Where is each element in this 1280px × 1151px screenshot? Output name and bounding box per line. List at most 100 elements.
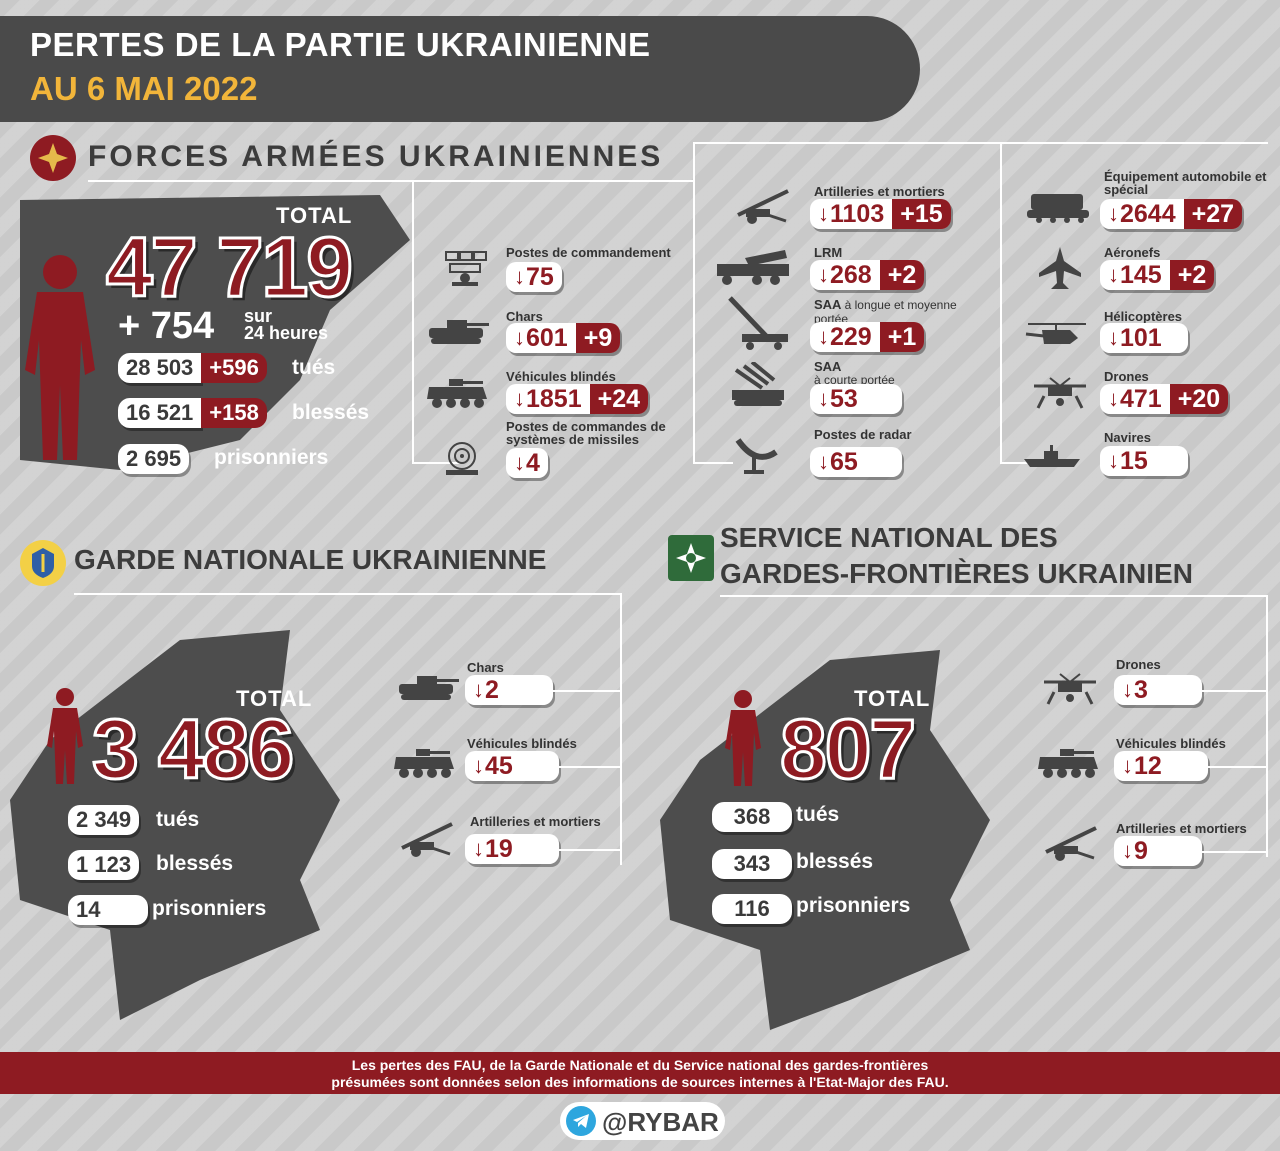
command-post-icon	[440, 250, 500, 286]
fau-day-sub1: sur	[244, 306, 273, 326]
fau-map-blob	[20, 195, 410, 470]
gn-eq-value: 45	[485, 751, 513, 780]
fau-eq-value-box: ↓ 53	[810, 384, 902, 414]
gn-eq-value: 2	[485, 675, 499, 704]
soldier-icon	[25, 255, 95, 460]
sb-eq-label: Véhicules blindés	[1116, 736, 1226, 751]
handle-text[interactable]: @RYBAR	[602, 1107, 719, 1137]
fau-eq-label-main: SAA	[814, 297, 841, 312]
gn-total-value: 3 486	[90, 702, 295, 796]
fau-eq-value: 1851	[526, 384, 582, 413]
sb-vline	[1266, 595, 1268, 857]
fau-col1-hline	[412, 462, 462, 464]
sb-eq-value-box: ↓ 12	[1114, 751, 1208, 781]
fau-prisoners-value: 2 695	[118, 444, 190, 474]
sb-eq-value: 12	[1134, 751, 1162, 780]
long-range-sam-icon	[722, 296, 788, 350]
fau-eq-change: +1	[879, 322, 925, 352]
sb-map-blob	[660, 650, 990, 1030]
gn-eq-value-box: ↓ 19	[465, 834, 559, 864]
fau-eq-value: 101	[1120, 323, 1162, 352]
footer-note-line1: Les pertes des FAU, de la Garde National…	[351, 1057, 929, 1073]
fau-eq-value-box: ↓ 471 +20	[1100, 384, 1229, 414]
fau-eq-change: +27	[1183, 199, 1243, 229]
fau-eq-label: Hélicoptères	[1104, 309, 1183, 324]
fau-title-underline	[88, 180, 693, 182]
fau-eq-label: Postes de commandement	[506, 245, 671, 260]
fau-day-change: + 754	[118, 305, 215, 347]
fau-eq-value: 65	[830, 447, 858, 476]
footer-bar	[0, 1052, 1280, 1094]
tank-icon	[425, 316, 489, 352]
gn-title-underline	[74, 593, 622, 595]
sb-killed-label: tués	[796, 803, 840, 826]
fau-eq-value-box: ↓ 229 +1	[810, 322, 925, 352]
fau-total-label: TOTAL	[276, 203, 353, 228]
sb-eq-hline	[1208, 766, 1266, 768]
sb-prisoners-label: prisonniers	[796, 894, 911, 917]
gn-soldier-icon	[47, 688, 83, 784]
gn-killed-value: 2 349	[68, 805, 140, 835]
fau-eq-value: 268	[830, 260, 872, 289]
gn-prisoners-value: 14	[68, 895, 148, 925]
gn-prisoners-label: prisonniers	[152, 897, 267, 920]
fau-eq-change: +2	[879, 260, 925, 290]
fau-eq-change: +20	[1169, 384, 1229, 414]
fau-eq-label: Navires	[1104, 430, 1151, 445]
fau-eq-value-box: ↓ 15	[1100, 446, 1188, 476]
sb-total-value: 807	[778, 702, 917, 796]
fau-section-title: FORCES ARMÉES UKRAINIENNES	[88, 140, 664, 173]
gn-vline	[620, 593, 622, 865]
fau-eq-value: 4	[526, 448, 540, 477]
gn-section-title: GARDE NATIONALE UKRAINIENNE	[74, 544, 547, 575]
mlrs-icon	[715, 250, 789, 286]
fau-eq-value-box: ↓ 1103 +15	[810, 199, 951, 229]
fau-eq-label: Drones	[1104, 369, 1149, 384]
fau-killed-change: +596	[201, 353, 267, 383]
fau-eq-label: Postes de radar	[814, 427, 912, 442]
fau-total-value: 47 719	[105, 220, 355, 314]
sb-section-title-line2: GARDES-FRONTIÈRES UKRAINIEN	[720, 558, 1193, 589]
armored-vehicle-icon	[1036, 745, 1098, 781]
gn-eq-label: Chars	[467, 660, 504, 675]
gn-eq-value: 19	[485, 834, 513, 863]
fau-eq-value-box: ↓ 145 +2	[1100, 260, 1215, 290]
gn-wounded-label: blessés	[156, 852, 234, 875]
fau-eq-value-box: ↓ 101	[1100, 323, 1188, 353]
sb-emblem-icon	[668, 535, 714, 581]
ship-icon	[1022, 445, 1082, 481]
sb-eq-label: Artilleries et mortiers	[1116, 821, 1247, 836]
short-range-sam-icon	[722, 360, 784, 406]
missile-command-icon	[440, 440, 500, 476]
fau-eq-label-main: SAA	[814, 359, 842, 374]
fau-eq-value-box: ↓ 75	[506, 262, 562, 292]
fau-eq-label: LRM	[814, 245, 843, 260]
fau-col3-hline	[1000, 462, 1040, 464]
gn-eq-label: Artilleries et mortiers	[470, 814, 601, 829]
gn-killed-label: tués	[156, 808, 200, 831]
tank-icon	[395, 672, 459, 708]
fau-wounded-value: 16 521	[118, 398, 202, 428]
fau-eq-value-box: ↓ 268 +2	[810, 260, 925, 290]
fau-eq-label-sub: à courte portée	[814, 373, 895, 387]
fau-eq-label: Équipement automobile et spécial	[1104, 169, 1267, 197]
fau-eq-change: +24	[589, 384, 649, 414]
sb-total-label: TOTAL	[854, 686, 931, 711]
sb-eq-value: 9	[1134, 836, 1148, 865]
gn-eq-value-box: ↓ 45	[465, 751, 559, 781]
artillery-icon	[392, 818, 453, 857]
fau-eq-change: +2	[1169, 260, 1215, 290]
fau-eq-label: Artilleries et mortiers	[814, 184, 945, 199]
sb-section-title-line1: SERVICE NATIONAL DES	[720, 522, 1058, 553]
drone-icon	[1030, 372, 1090, 409]
fau-col3-vline	[1000, 142, 1002, 464]
gn-emblem-icon	[20, 540, 66, 586]
fau-col1-vline	[412, 180, 414, 464]
telegram-icon	[566, 1106, 596, 1136]
truck-icon	[1025, 190, 1089, 226]
fau-eq-value-box: ↓ 2644 +27	[1100, 199, 1243, 229]
artillery-icon	[728, 185, 789, 224]
sb-wounded-label: blessés	[796, 850, 874, 873]
fau-prisoners-label: prisonniers	[214, 446, 329, 469]
radar-icon	[732, 432, 792, 474]
